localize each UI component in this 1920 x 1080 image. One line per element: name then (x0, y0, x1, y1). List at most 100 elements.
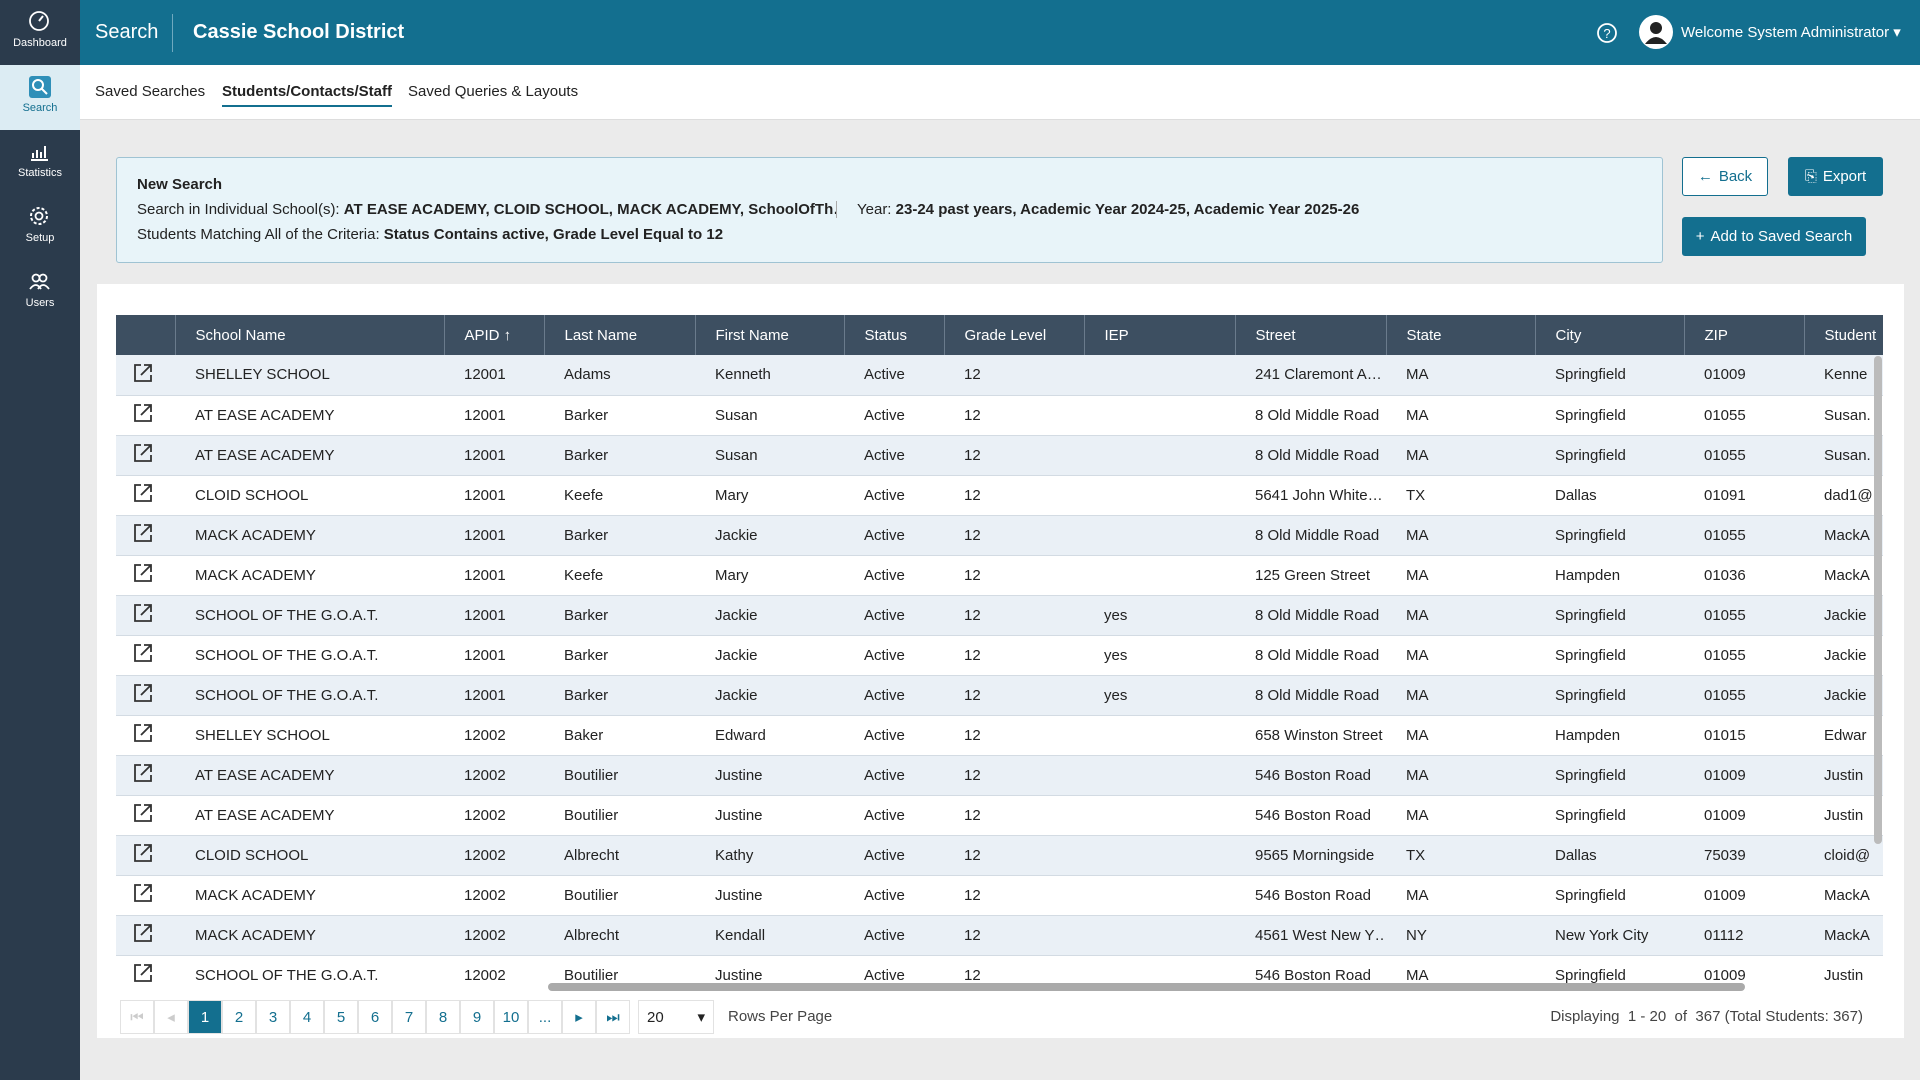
table-cell: Justine (695, 875, 844, 915)
table-cell: 12 (944, 395, 1084, 435)
open-record-icon[interactable] (132, 482, 154, 504)
open-record-icon[interactable] (132, 602, 154, 624)
first-page[interactable]: ⏮ (120, 1000, 154, 1034)
table-cell: Justin (1804, 955, 1883, 987)
tab[interactable]: Saved Queries & Layouts (408, 83, 578, 100)
cell-text: 12001 (464, 407, 506, 424)
sidebar-item[interactable]: Statistics (0, 130, 80, 195)
cell-text: Barker (564, 407, 608, 424)
open-record-icon[interactable] (132, 802, 154, 824)
table-cell: Springfield (1535, 355, 1684, 395)
cell-text: Edward (715, 727, 766, 744)
cell-text: AT EASE ACADEMY (195, 447, 335, 464)
table-cell: 12001 (444, 355, 544, 395)
page-button[interactable]: 2 (222, 1000, 256, 1034)
cell-text: Dallas (1555, 847, 1597, 864)
cell-text: 01015 (1704, 727, 1746, 744)
vertical-scrollbar[interactable] (1874, 356, 1882, 844)
avatar[interactable] (1638, 14, 1674, 50)
cell-text: Albrecht (564, 927, 619, 944)
page-button[interactable]: 7 (392, 1000, 426, 1034)
open-record-icon[interactable] (132, 882, 154, 904)
table-cell: 12001 (444, 595, 544, 635)
tab[interactable]: Saved Searches (95, 83, 205, 100)
page-button[interactable]: 6 (358, 1000, 392, 1034)
page-button[interactable]: ... (528, 1000, 562, 1034)
horizontal-scrollbar[interactable] (548, 983, 1745, 991)
table-cell: Jackie (695, 635, 844, 675)
sidebar-item[interactable]: Dashboard (0, 0, 80, 65)
cell-text: 01055 (1704, 607, 1746, 624)
cell-text: 01036 (1704, 567, 1746, 584)
open-record-icon[interactable] (132, 962, 154, 984)
column-header[interactable]: ZIP (1684, 315, 1804, 355)
cell-text: 12 (964, 727, 981, 744)
cell-text: 8 Old Middle Road (1255, 687, 1379, 704)
sidebar-item[interactable]: Users (0, 260, 80, 325)
help-icon[interactable]: ? (1596, 22, 1618, 44)
open-record-icon[interactable] (132, 922, 154, 944)
column-header[interactable]: Last Name (544, 315, 695, 355)
cell-text: 12002 (464, 847, 506, 864)
page-button[interactable]: 1 (188, 1000, 222, 1034)
page-number: 3 (269, 1009, 277, 1026)
table-cell: Jackie (1804, 635, 1883, 675)
page-button[interactable]: 10 (494, 1000, 528, 1034)
column-header[interactable]: Grade Level (944, 315, 1084, 355)
table-cell: 8 Old Middle Road (1235, 595, 1386, 635)
table-cell: 241 Claremont A… (1235, 355, 1386, 395)
back-button[interactable]: ← Back (1682, 157, 1768, 196)
cell-text: 01112 (1704, 927, 1744, 944)
column-header[interactable]: APID ↑ (444, 315, 544, 355)
last-page[interactable]: ⏭ (596, 1000, 630, 1034)
dropdown-caret: ▾ (697, 1008, 705, 1026)
prev-page[interactable]: ◂ (154, 1000, 188, 1034)
cell-text: MACK ACADEMY (195, 927, 316, 944)
page-button[interactable]: 4 (290, 1000, 324, 1034)
page-number: 2 (235, 1009, 243, 1026)
cell-text: 01009 (1704, 807, 1746, 824)
column-header[interactable]: Street (1235, 315, 1386, 355)
column-header[interactable]: First Name (695, 315, 844, 355)
page-button[interactable]: 9 (460, 1000, 494, 1034)
open-record-icon[interactable] (132, 562, 154, 584)
table-cell: SCHOOL OF THE G.O.A.T. (175, 955, 444, 987)
open-record-icon[interactable] (132, 842, 154, 864)
column-header[interactable]: Status (844, 315, 944, 355)
cell-text: Springfield (1555, 767, 1626, 784)
column-header[interactable]: IEP (1084, 315, 1235, 355)
open-record-icon[interactable] (132, 522, 154, 544)
column-header[interactable]: Student (1804, 315, 1883, 355)
open-record-icon[interactable] (132, 682, 154, 704)
sidebar-icon (28, 140, 52, 164)
column-header[interactable]: State (1386, 315, 1535, 355)
export-button[interactable]: ⎘ Export (1788, 157, 1883, 196)
page-button[interactable]: 3 (256, 1000, 290, 1034)
cell-text: Active (864, 366, 905, 383)
cell-text: 12 (964, 807, 981, 824)
sidebar-item[interactable]: Setup (0, 195, 80, 260)
open-record-icon[interactable] (132, 362, 154, 384)
table-cell: 12 (944, 675, 1084, 715)
open-record-icon[interactable] (132, 442, 154, 464)
column-header[interactable]: School Name (175, 315, 444, 355)
next-page[interactable]: ▸ (562, 1000, 596, 1034)
page-button[interactable]: 8 (426, 1000, 460, 1034)
cell-text: 8 Old Middle Road (1255, 447, 1379, 464)
tab[interactable]: Students/Contacts/Staff (222, 83, 392, 107)
svg-text:?: ? (1603, 26, 1610, 41)
open-record-icon[interactable] (132, 402, 154, 424)
page-button[interactable]: 5 (324, 1000, 358, 1034)
add-saved-button[interactable]: + Add to Saved Search (1682, 217, 1866, 256)
table-row: CLOID SCHOOL12002AlbrechtKathyActive1295… (116, 835, 1883, 875)
open-record-icon[interactable] (132, 722, 154, 744)
welcome-menu[interactable]: Welcome System Administrator ▾ (1681, 23, 1901, 41)
rows-per-page-select[interactable]: 20▾ (638, 1000, 714, 1034)
open-record-icon[interactable] (132, 762, 154, 784)
column-header[interactable]: City (1535, 315, 1684, 355)
open-record-icon[interactable] (132, 642, 154, 664)
cell-text: Baker (564, 727, 603, 744)
cell-text: Springfield (1555, 607, 1626, 624)
sidebar-item[interactable]: Search (0, 65, 80, 130)
